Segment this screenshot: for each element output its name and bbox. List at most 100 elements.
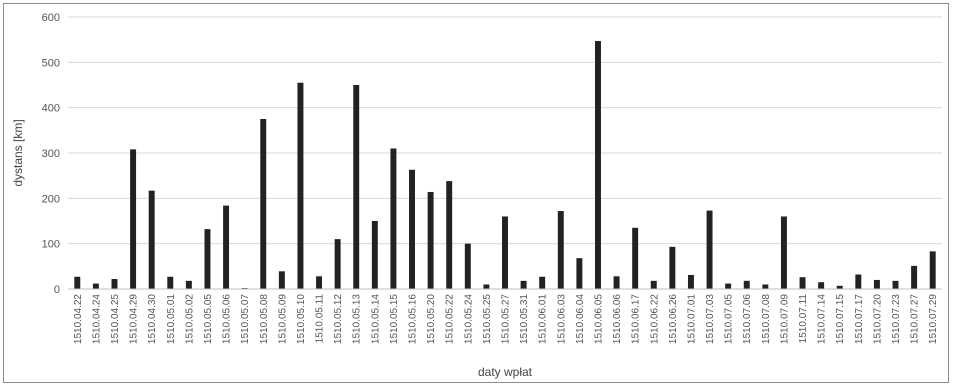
bar <box>223 205 230 289</box>
bar <box>297 82 304 289</box>
x-tick-label: 1510.05.01 <box>166 294 177 344</box>
bar <box>111 279 118 289</box>
bar <box>818 282 825 289</box>
x-tick-label: 1510.05.09 <box>277 294 288 344</box>
chart-frame: 0 100 200 300 400 500 600 1510.04.22 1510.04.24… <box>3 3 949 383</box>
bar <box>557 211 564 289</box>
x-tick-label: 1510.07.09 <box>779 294 790 344</box>
x-tick-label: 1510.07.03 <box>705 294 716 344</box>
bar <box>390 148 397 289</box>
x-tick-label: 1510.06.26 <box>668 294 679 344</box>
y-tick-label: 500 <box>42 57 60 69</box>
x-axis-ticks: 1510.04.22 1510.04.24 1510.04.25 1510.04.29… <box>73 294 939 344</box>
y-tick-label: 0 <box>54 284 60 296</box>
bar <box>911 265 918 289</box>
x-tick-label: 1510.06.17 <box>631 294 642 344</box>
bar <box>632 227 639 289</box>
bar-chart: 0 100 200 300 400 500 600 1510.04.22 1510.04.24… <box>11 12 942 379</box>
x-tick-label: 1510.05.02 <box>184 294 195 344</box>
bar <box>409 169 415 289</box>
x-tick-label: 1510.05.16 <box>408 294 419 344</box>
x-tick-label: 1510.06.04 <box>575 294 586 344</box>
bar <box>743 280 750 289</box>
bar <box>725 283 732 289</box>
bar <box>148 190 155 289</box>
x-tick-label: 1510.07.23 <box>891 294 902 344</box>
bar <box>446 181 453 289</box>
x-tick-label: 1510.05.08 <box>259 294 270 344</box>
x-tick-label: 1510.07.06 <box>742 294 753 344</box>
x-tick-label: 1510.04.22 <box>73 294 84 344</box>
bar <box>353 85 360 289</box>
bar <box>316 276 323 289</box>
bar <box>687 274 694 289</box>
bar <box>464 243 471 289</box>
bar <box>762 284 769 289</box>
bars <box>74 41 936 289</box>
x-tick-label: 1510.05.06 <box>222 294 233 344</box>
bar <box>520 280 527 289</box>
x-tick-label: 1510.07.15 <box>835 294 846 344</box>
bar <box>427 191 434 289</box>
x-tick-label: 1510.04.30 <box>147 294 158 344</box>
x-tick-label: 1510.05.15 <box>389 294 400 344</box>
bar <box>539 276 546 289</box>
bar <box>780 216 787 289</box>
bar <box>855 274 862 289</box>
x-tick-label: 1510.07.29 <box>928 294 939 344</box>
bar <box>130 149 137 289</box>
bar <box>260 119 267 289</box>
x-tick-label: 1510.05.12 <box>333 294 344 344</box>
y-tick-label: 400 <box>42 103 60 115</box>
x-tick-label: 1510.06.06 <box>612 294 623 344</box>
x-tick-label: 1510.04.24 <box>91 294 102 344</box>
x-tick-label: 1510.07.17 <box>854 294 865 344</box>
x-tick-label: 1510.07.11 <box>798 294 809 344</box>
bar <box>595 41 601 289</box>
x-tick-label: 1510.05.07 <box>240 294 251 344</box>
y-axis-ticks: 0 100 200 300 400 500 600 <box>42 12 60 296</box>
x-tick-label: 1510.05.20 <box>426 294 437 344</box>
y-tick-label: 100 <box>42 239 60 251</box>
bar <box>873 279 880 289</box>
x-tick-label: 1510.05.10 <box>296 294 307 344</box>
y-tick-label: 600 <box>42 12 60 24</box>
bar <box>929 251 936 289</box>
bar <box>502 216 508 289</box>
bar <box>92 283 99 289</box>
x-tick-label: 1510.07.01 <box>686 294 697 344</box>
x-tick-label: 1510.06.01 <box>538 294 549 344</box>
bar <box>74 276 81 289</box>
bar <box>278 271 285 289</box>
x-tick-label: 1510.05.25 <box>482 294 493 344</box>
x-tick-label: 1510.05.13 <box>352 294 363 344</box>
bar <box>371 221 378 289</box>
bar <box>706 210 713 289</box>
x-tick-label: 1510.07.27 <box>910 294 921 344</box>
x-axis-title: daty wpłat <box>478 365 533 379</box>
bar <box>650 280 657 289</box>
bar <box>613 276 620 289</box>
bar <box>669 246 676 289</box>
bar <box>836 285 843 289</box>
bar <box>334 239 341 289</box>
y-tick-label: 300 <box>42 148 60 160</box>
x-tick-label: 1510.06.22 <box>649 294 660 344</box>
x-tick-label: 1510.05.31 <box>519 294 530 344</box>
x-tick-label: 1510.07.20 <box>872 294 883 344</box>
x-tick-label: 1510.06.05 <box>593 294 604 344</box>
bar <box>576 258 583 289</box>
gridlines <box>68 16 942 245</box>
bar <box>204 229 211 289</box>
x-tick-label: 1510.05.11 <box>315 294 326 344</box>
x-tick-label: 1510.07.08 <box>761 294 772 344</box>
bar <box>167 276 174 289</box>
bar <box>892 280 899 289</box>
x-tick-label: 1510.04.25 <box>110 294 121 344</box>
x-tick-label: 1510.06.03 <box>556 294 567 344</box>
x-tick-label: 1510.04.29 <box>129 294 140 344</box>
x-tick-label: 1510.05.05 <box>203 294 214 344</box>
x-tick-label: 1510.05.22 <box>445 294 456 344</box>
bar <box>185 280 192 289</box>
x-tick-label: 1510.05.24 <box>463 294 474 344</box>
